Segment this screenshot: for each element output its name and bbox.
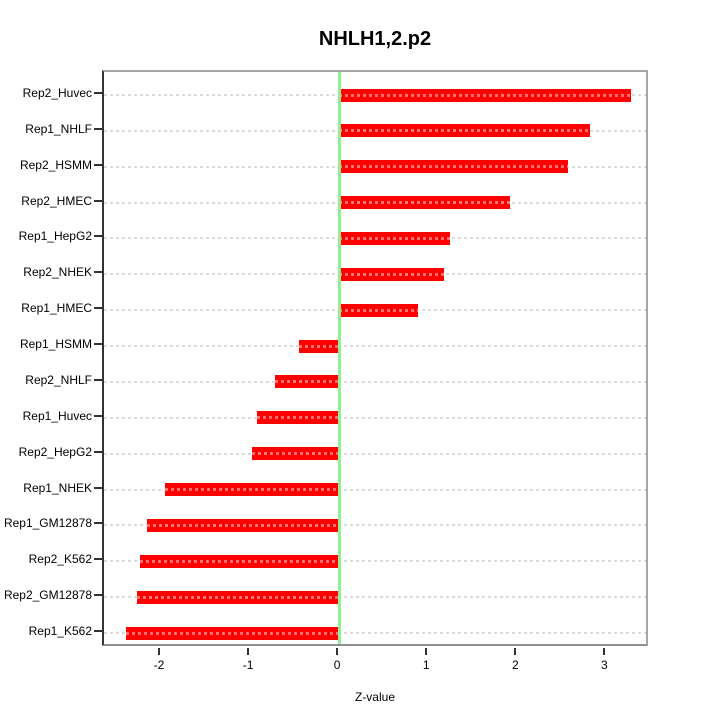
y-tick xyxy=(94,594,102,597)
x-tick xyxy=(158,648,160,655)
bar-Rep1_HMEC xyxy=(339,303,419,317)
y-tick xyxy=(94,450,102,453)
x-tick-label: 1 xyxy=(422,658,430,672)
x-tick-label: 2 xyxy=(511,658,519,672)
y-tick xyxy=(94,163,102,166)
gridline xyxy=(104,524,646,527)
bar-Rep1_HSMM xyxy=(299,339,340,353)
bar-grid-overlay xyxy=(339,236,451,240)
bar-grid-overlay xyxy=(339,129,591,133)
bar-grid-overlay xyxy=(165,488,340,492)
category-label: Rep1_NHEK xyxy=(23,480,92,495)
x-tick-label: 0 xyxy=(333,658,341,672)
bar-grid-overlay xyxy=(339,272,445,276)
chart-title: NHLH1,2.p2 xyxy=(318,28,432,50)
x-tick xyxy=(425,648,428,655)
bar-grid-overlay xyxy=(339,165,569,169)
category-label: Rep1_HepG2 xyxy=(18,229,92,244)
category-label: Rep1_HSMM xyxy=(19,337,92,352)
x-tick-label: -2 xyxy=(153,658,165,672)
category-label: Rep2_HepG2 xyxy=(18,444,92,459)
y-tick xyxy=(94,630,102,632)
bar-grid-overlay xyxy=(136,595,340,599)
y-tick xyxy=(94,486,102,489)
bar-grid-overlay xyxy=(339,201,511,205)
bar-Rep2_HepG2 xyxy=(251,447,340,461)
bar-Rep2_K562 xyxy=(139,554,340,568)
y-tick xyxy=(94,271,102,274)
y-tick xyxy=(94,343,102,346)
x-tick-label: -1 xyxy=(242,658,254,672)
category-label: Rep2_Huvec xyxy=(22,86,92,100)
plot-area xyxy=(102,70,648,646)
zero-baseline xyxy=(337,72,341,644)
y-tick xyxy=(94,307,102,310)
bar-grid-overlay xyxy=(339,93,632,97)
bar-grid-overlay xyxy=(257,416,340,420)
bar-Rep1_NHLF xyxy=(339,124,591,138)
y-tick xyxy=(94,558,102,561)
x-tick xyxy=(247,648,250,655)
x-tick xyxy=(336,648,339,655)
bar-Rep1_HepG2 xyxy=(339,231,451,245)
bar-Rep1_GM12878 xyxy=(146,518,340,532)
bar-grid-overlay xyxy=(139,559,340,563)
gridline xyxy=(104,560,646,563)
gridline xyxy=(104,416,646,419)
category-label: Rep1_Huvec xyxy=(22,408,92,423)
y-tick xyxy=(94,414,102,417)
bar-Rep2_Huvec xyxy=(339,88,632,102)
category-label: Rep2_K562 xyxy=(28,552,92,567)
bar-grid-overlay xyxy=(299,344,340,348)
y-tick xyxy=(94,199,102,202)
x-tick xyxy=(514,648,517,655)
gridline xyxy=(104,380,646,383)
bar-Rep1_NHEK xyxy=(165,483,340,497)
x-axis-label: Z-value xyxy=(354,690,395,704)
bar-Rep2_NHLF xyxy=(275,375,340,389)
y-tick xyxy=(94,235,102,238)
gridline xyxy=(104,452,646,455)
gridline xyxy=(104,596,646,599)
category-label: Rep1_HMEC xyxy=(21,301,92,316)
category-label: Rep1_NHLF xyxy=(25,121,92,136)
y-tick xyxy=(94,92,102,94)
category-label: Rep2_NHEK xyxy=(23,265,92,280)
bar-Rep2_HMEC xyxy=(339,196,511,210)
bar-grid-overlay xyxy=(339,308,419,312)
y-tick xyxy=(94,127,102,130)
bar-Rep1_K562 xyxy=(126,626,340,640)
category-label: Rep2_HSMM xyxy=(19,157,92,172)
bar-grid-overlay xyxy=(275,380,340,384)
bar-grid-overlay xyxy=(146,523,340,527)
y-tick xyxy=(94,522,102,525)
x-tick-label: 3 xyxy=(601,658,608,672)
y-tick xyxy=(94,378,102,381)
x-tick xyxy=(603,648,606,655)
bar-Rep2_HSMM xyxy=(339,160,569,174)
gridline xyxy=(104,345,646,348)
bar-grid-overlay xyxy=(251,452,340,456)
bar-Rep2_GM12878 xyxy=(136,590,340,604)
bar-grid-overlay xyxy=(126,631,340,635)
category-label: Rep2_NHLF xyxy=(25,372,92,387)
category-label: Rep2_HMEC xyxy=(21,193,92,208)
gridline xyxy=(104,488,646,491)
category-label: Rep1_GM12878 xyxy=(3,516,92,531)
bar-Rep1_Huvec xyxy=(257,411,340,425)
category-label: Rep1_K562 xyxy=(28,624,92,638)
bar-Rep2_NHEK xyxy=(339,267,445,281)
gridline xyxy=(104,632,646,634)
category-label: Rep2_GM12878 xyxy=(3,588,92,603)
